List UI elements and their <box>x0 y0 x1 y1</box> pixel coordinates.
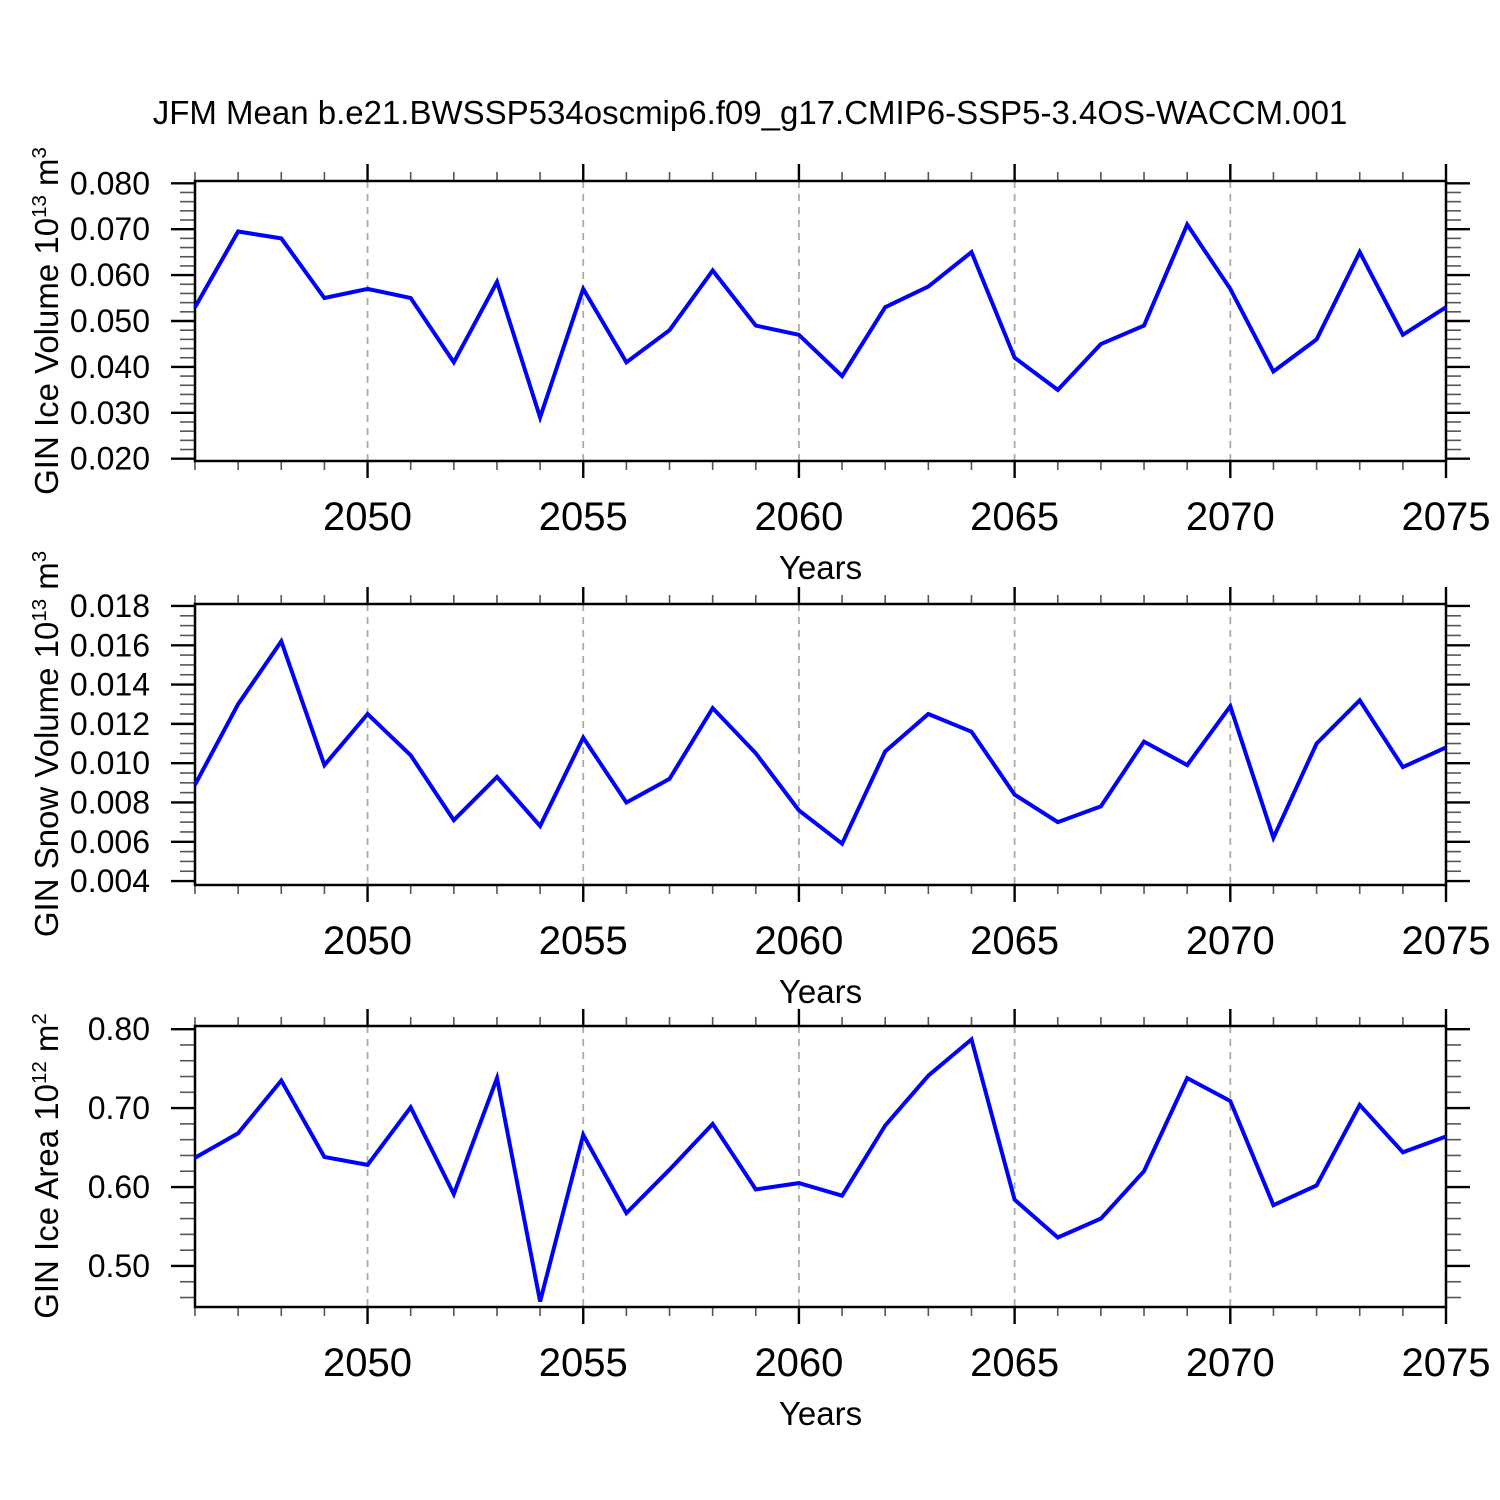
y-tick-label: 0.004 <box>70 863 150 899</box>
y-axis-title-ice-volume: GIN Ice Volume 1013 m3 <box>28 147 66 495</box>
y-axis-title-text: GIN Ice Area 10 <box>28 1083 65 1319</box>
x-tick-label: 2055 <box>539 919 628 963</box>
y-axis-title-unit: m <box>28 158 65 196</box>
y-axis-title-unit: m <box>28 1024 65 1062</box>
y-tick-label: 0.006 <box>70 824 150 860</box>
x-tick-label: 2050 <box>323 1341 412 1385</box>
y-tick-label: 0.70 <box>88 1090 150 1126</box>
panel-frame <box>193 602 1448 887</box>
y-tick-label: 0.014 <box>70 667 150 703</box>
x-tick-label: 2075 <box>1402 495 1491 539</box>
x-tick-label: 2070 <box>1186 495 1275 539</box>
panel-gin-ice-volume: 2050 2055 2060 2065 2070 2075 0.020 0.030 0.040 0… <box>70 164 1491 539</box>
panel-frame <box>193 179 1448 463</box>
y-axis-title-text: GIN Ice Volume 10 <box>28 217 65 495</box>
y-axis-title-snow-volume: GIN Snow Volume 1013 m3 <box>28 551 66 937</box>
panel-frame <box>193 1024 1448 1309</box>
y-axis-title-text: GIN Snow Volume 10 <box>28 621 65 938</box>
y-tick-label: 0.010 <box>70 745 150 781</box>
x-tick-label: 2055 <box>539 1341 628 1385</box>
x-tick-label: 2065 <box>970 919 1059 963</box>
y-tick-label: 0.080 <box>70 165 150 201</box>
x-tick-label: 2060 <box>754 1341 843 1385</box>
x-axis-title-panel-1: Years <box>778 549 863 586</box>
y-tick-label: 0.040 <box>70 349 150 385</box>
x-tick-label: 2070 <box>1186 1341 1275 1385</box>
x-axis-title-panel-3: Years <box>778 1395 863 1432</box>
x-tick-label: 2070 <box>1186 919 1275 963</box>
y-tick-label: 0.60 <box>88 1169 150 1205</box>
y-tick-label: 0.050 <box>70 303 150 339</box>
x-tick-label: 2055 <box>539 495 628 539</box>
y-tick-label: 0.060 <box>70 257 150 293</box>
figure-title: JFM Mean b.e21.BWSSP534oscmip6.f09_g17.C… <box>152 94 1348 131</box>
gin-ice-volume-line <box>193 220 1448 424</box>
y-tick-label: 0.020 <box>70 441 150 477</box>
x-axis-title-panel-2: Years <box>778 973 863 1010</box>
x-tick-label: 2065 <box>970 1341 1059 1385</box>
panel-gin-ice-area: 2050 2055 2060 2065 2070 2075 0.50 0.60 0.70 0.80 <box>88 1009 1491 1385</box>
x-tick-label: 2075 <box>1402 1341 1491 1385</box>
y-tick-label: 0.070 <box>70 211 150 247</box>
x-tick-label: 2065 <box>970 495 1059 539</box>
y-axis-title-exponent: 13 <box>28 195 51 218</box>
gin-snow-volume-line <box>193 636 1447 847</box>
x-tick-label: 2050 <box>323 495 412 539</box>
y-tick-label: 0.030 <box>70 395 150 431</box>
x-tick-label: 2050 <box>323 919 412 963</box>
y-tick-label: 0.018 <box>70 588 150 624</box>
y-axis-title-unit-exponent: 3 <box>28 147 51 159</box>
panel-gin-snow-volume: 2050 2055 2060 2065 2070 20750.0040.0060.0080… <box>70 587 1491 963</box>
x-tick-label: 2060 <box>754 495 843 539</box>
y-axis-title-exponent: 12 <box>28 1061 51 1084</box>
y-axis-title-exponent: 13 <box>28 598 51 622</box>
y-tick-label: 0.80 <box>88 1011 150 1047</box>
x-tick-label: 2060 <box>754 919 843 963</box>
y-axis-title-ice-area: GIN Ice Area 1012 m2 <box>28 1013 66 1319</box>
y-tick-label: 0.50 <box>88 1248 150 1284</box>
y-tick-label: 0.012 <box>70 706 150 742</box>
y-tick-label: 0.016 <box>70 627 150 663</box>
gin-ice-area-line <box>194 1035 1447 1303</box>
x-tick-label: 2075 <box>1402 919 1491 963</box>
y-axis-title-unit-exponent: 3 <box>28 550 51 563</box>
y-axis-title-unit-exponent: 2 <box>28 1013 51 1025</box>
y-axis-title-unit: m <box>28 562 65 599</box>
y-tick-label: 0.008 <box>70 784 150 820</box>
